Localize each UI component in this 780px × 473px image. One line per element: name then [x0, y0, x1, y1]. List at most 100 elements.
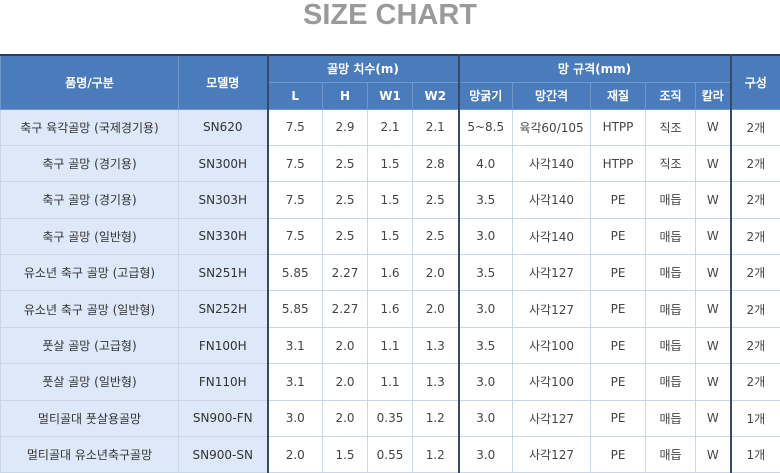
product-name-cell: 멀티골대 유소년축구골망: [1, 437, 179, 473]
value-cell: W: [696, 364, 731, 400]
product-name-cell: 축구 골망 (경기용): [1, 145, 179, 181]
value-cell: 사각127: [513, 400, 591, 436]
value-cell: 매듭: [646, 255, 696, 291]
value-cell: 2개: [731, 109, 780, 145]
header-count: 구성: [731, 55, 780, 109]
value-cell: 매듭: [646, 327, 696, 363]
value-cell: 1.5: [368, 218, 413, 254]
value-cell: 3.1: [268, 364, 323, 400]
value-cell: 1.1: [368, 327, 413, 363]
value-cell: 2.0: [323, 327, 368, 363]
product-name-cell: 유소년 축구 골망 (고급형): [1, 255, 179, 291]
value-cell: 2.0: [323, 364, 368, 400]
subheader-cell: L: [268, 82, 323, 109]
value-cell: PE: [591, 364, 646, 400]
value-cell: 1.1: [368, 364, 413, 400]
value-cell: 1.5: [323, 437, 368, 473]
model-cell: SN900-FN: [179, 400, 268, 436]
value-cell: 5.85: [268, 255, 323, 291]
value-cell: PE: [591, 218, 646, 254]
value-cell: 0.55: [368, 437, 413, 473]
value-cell: 2개: [731, 327, 780, 363]
value-cell: 2.27: [323, 291, 368, 327]
value-cell: 1.3: [413, 327, 459, 363]
value-cell: 0.35: [368, 400, 413, 436]
value-cell: W: [696, 109, 731, 145]
model-cell: SN900-SN: [179, 437, 268, 473]
value-cell: HTPP: [591, 145, 646, 181]
value-cell: 1.6: [368, 291, 413, 327]
value-cell: 3.0: [459, 291, 513, 327]
value-cell: 3.0: [459, 400, 513, 436]
value-cell: 사각127: [513, 437, 591, 473]
value-cell: 5.85: [268, 291, 323, 327]
value-cell: 7.5: [268, 109, 323, 145]
value-cell: 2.1: [413, 109, 459, 145]
header-dimensions: 골망 치수(m): [268, 55, 459, 82]
model-cell: SN300H: [179, 145, 268, 181]
model-cell: SN620: [179, 109, 268, 145]
value-cell: 2개: [731, 255, 780, 291]
value-cell: 4.0: [459, 145, 513, 181]
value-cell: 2.0: [323, 400, 368, 436]
value-cell: 7.5: [268, 218, 323, 254]
model-cell: SN330H: [179, 218, 268, 254]
value-cell: 2.0: [413, 291, 459, 327]
value-cell: HTPP: [591, 109, 646, 145]
value-cell: PE: [591, 291, 646, 327]
value-cell: 1개: [731, 400, 780, 436]
value-cell: 2.27: [323, 255, 368, 291]
value-cell: 3.5: [459, 182, 513, 218]
value-cell: 매듭: [646, 364, 696, 400]
product-name-cell: 풋살 골망 (고급형): [1, 327, 179, 363]
model-cell: FN100H: [179, 327, 268, 363]
value-cell: 1.3: [413, 364, 459, 400]
value-cell: 매듭: [646, 218, 696, 254]
subheader-cell: W1: [368, 82, 413, 109]
value-cell: W: [696, 437, 731, 473]
value-cell: PE: [591, 255, 646, 291]
value-cell: PE: [591, 400, 646, 436]
value-cell: 2.8: [413, 145, 459, 181]
value-cell: 매듭: [646, 291, 696, 327]
value-cell: 2.0: [413, 255, 459, 291]
model-cell: SN303H: [179, 182, 268, 218]
value-cell: 2.0: [268, 437, 323, 473]
value-cell: 7.5: [268, 145, 323, 181]
model-cell: FN110H: [179, 364, 268, 400]
model-cell: SN252H: [179, 291, 268, 327]
value-cell: 5~8.5: [459, 109, 513, 145]
value-cell: 2개: [731, 182, 780, 218]
value-cell: 3.1: [268, 327, 323, 363]
value-cell: 사각127: [513, 291, 591, 327]
value-cell: 2.9: [323, 109, 368, 145]
product-name-cell: 풋살 골망 (일반형): [1, 364, 179, 400]
value-cell: W: [696, 182, 731, 218]
value-cell: 2.5: [413, 182, 459, 218]
value-cell: 2개: [731, 218, 780, 254]
subheader-cell: 재질: [591, 82, 646, 109]
value-cell: 3.5: [459, 255, 513, 291]
value-cell: 매듭: [646, 182, 696, 218]
value-cell: 7.5: [268, 182, 323, 218]
value-cell: 직조: [646, 109, 696, 145]
value-cell: 육각60/105: [513, 109, 591, 145]
subheader-cell: 망간격: [513, 82, 591, 109]
value-cell: 1.6: [368, 255, 413, 291]
subheader-cell: H: [323, 82, 368, 109]
product-name-cell: 축구 육각골망 (국제경기용): [1, 109, 179, 145]
product-name-cell: 멀티골대 풋살용골망: [1, 400, 179, 436]
value-cell: 매듭: [646, 400, 696, 436]
subheader-cell: 조직: [646, 82, 696, 109]
value-cell: W: [696, 291, 731, 327]
